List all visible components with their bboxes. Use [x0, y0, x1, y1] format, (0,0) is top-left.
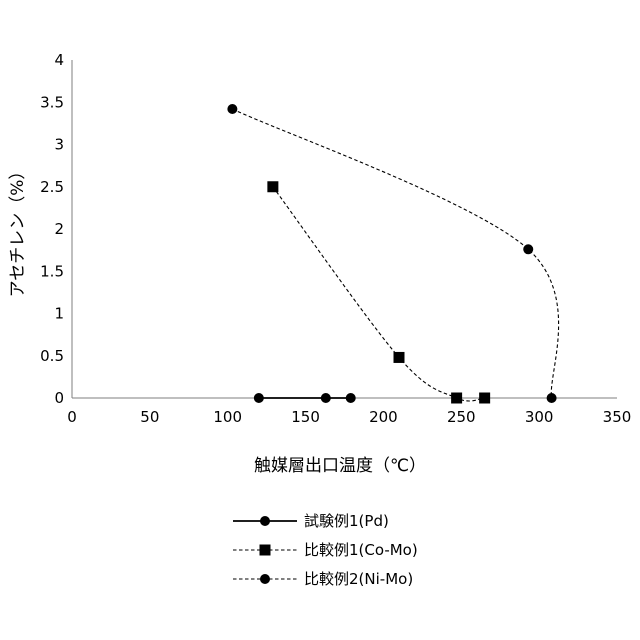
y-axis-label: アセチレン（%）: [8, 163, 28, 298]
legend-label: 比較例2(Ni-Mo): [304, 570, 413, 588]
data-point: [267, 181, 278, 192]
x-tick-label: 250: [447, 408, 476, 426]
x-tick-label: 200: [369, 408, 398, 426]
x-tick-label: 100: [213, 408, 242, 426]
legend: 試験例1(Pd) 比較例1(Co-Mo) 比較例2(Ni-Mo): [233, 512, 418, 588]
y-tick-labels: 0 0.5 1 1.5 2 2.5 3 3.5 4: [40, 51, 64, 407]
legend-marker: [260, 516, 270, 526]
plot-area: [227, 104, 558, 403]
legend-item: 比較例2(Ni-Mo): [233, 570, 413, 588]
data-point: [346, 393, 356, 403]
x-axis-label: 触媒層出口温度（℃）: [254, 456, 426, 476]
legend-item: 試験例1(Pd): [233, 512, 389, 530]
y-tick-label: 3.5: [40, 93, 64, 111]
x-tick-labels: 0 50 100 150 200 250 300 350: [67, 408, 631, 426]
y-tick-label: 0: [54, 389, 64, 407]
series-3: [227, 104, 558, 403]
data-point: [394, 352, 405, 363]
data-point: [321, 393, 331, 403]
x-tick-label: 150: [291, 408, 320, 426]
series-1: [254, 393, 356, 403]
y-tick-label: 1.5: [40, 262, 64, 280]
series-line: [273, 187, 485, 401]
y-tick-label: 1: [54, 305, 64, 323]
data-point: [254, 393, 264, 403]
x-tick-label: 50: [140, 408, 159, 426]
data-point: [523, 244, 533, 254]
y-tick-label: 3: [54, 136, 64, 154]
y-tick-label: 4: [54, 51, 64, 69]
series-2: [267, 181, 490, 403]
data-point: [547, 393, 557, 403]
x-tick-label: 350: [603, 408, 632, 426]
data-point: [227, 104, 237, 114]
legend-item: 比較例1(Co-Mo): [233, 541, 418, 559]
legend-label: 試験例1(Pd): [304, 512, 389, 530]
legend-marker: [260, 545, 271, 556]
x-tick-label: 0: [67, 408, 77, 426]
data-point: [451, 393, 462, 404]
y-tick-label: 2.5: [40, 178, 64, 196]
y-tick-label: 0.5: [40, 347, 64, 365]
x-tick-label: 300: [525, 408, 554, 426]
y-tick-label: 2: [54, 220, 64, 238]
legend-marker: [260, 574, 270, 584]
legend-label: 比較例1(Co-Mo): [304, 541, 418, 559]
data-point: [479, 393, 490, 404]
